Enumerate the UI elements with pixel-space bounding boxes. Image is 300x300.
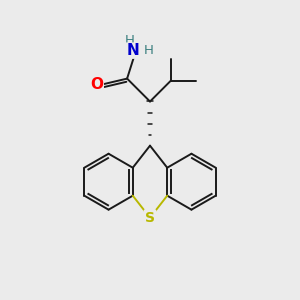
Text: H: H — [124, 34, 134, 47]
Text: N: N — [127, 43, 140, 58]
Text: O: O — [90, 77, 103, 92]
Text: H: H — [143, 44, 153, 57]
Text: S: S — [145, 211, 155, 225]
